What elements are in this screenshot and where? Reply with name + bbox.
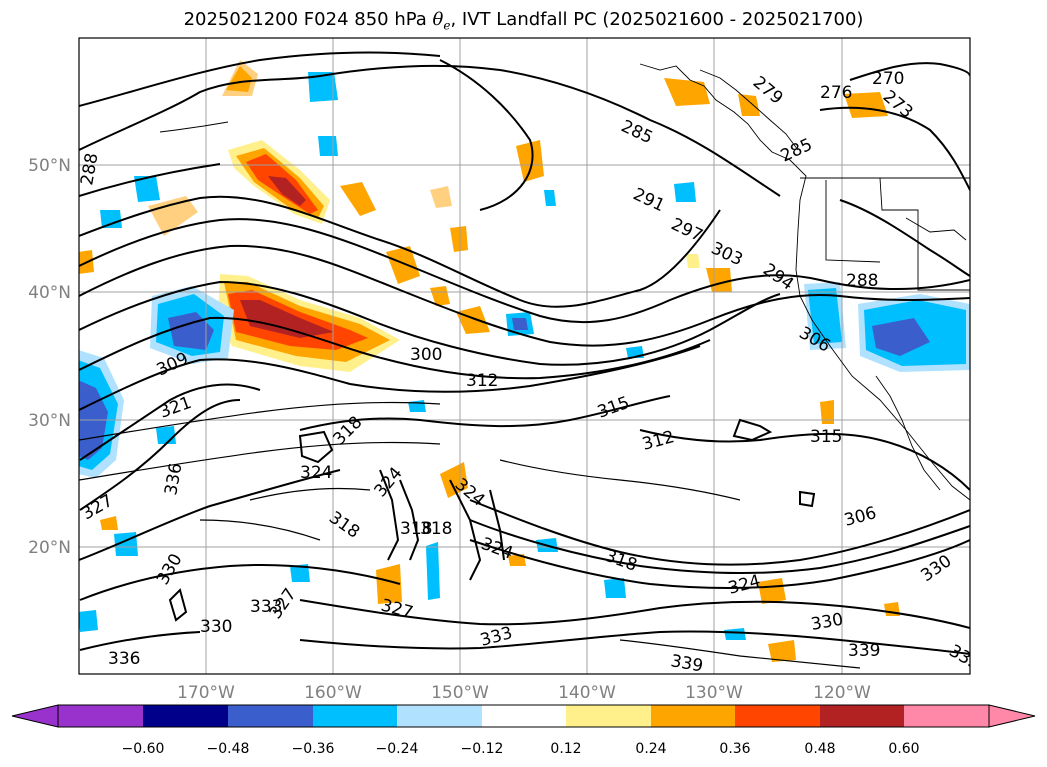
colorbar-tick-label: −0.48: [207, 741, 250, 757]
contour-label: 300: [410, 345, 442, 365]
map-title: 2025021200 F024 850 hPa θe, IVT Landfall…: [183, 9, 864, 33]
lon-label: 170°W: [177, 683, 235, 703]
colorbar-segment: [397, 705, 482, 727]
contour-label: 318: [400, 519, 432, 539]
colorbar-segment: [904, 705, 989, 727]
lat-label: 40°N: [28, 283, 71, 303]
lon-label: 160°W: [304, 683, 362, 703]
colorbar-segment: [58, 705, 143, 727]
contour-label: 297: [668, 214, 706, 246]
longitude-labels: 170°W 160°W 150°W 140°W 130°W 120°W: [177, 683, 871, 703]
contour-label: 285: [778, 135, 816, 167]
lat-label: 30°N: [28, 411, 71, 431]
contour-lines-thin: [79, 401, 861, 669]
lon-label: 140°W: [558, 683, 616, 703]
contour-label: 321: [157, 393, 194, 423]
colorbar-segment: [820, 705, 904, 727]
contour-label: 324: [478, 534, 515, 564]
contour-label: 285: [618, 116, 656, 148]
colorbar-tick-label: −0.60: [122, 741, 165, 757]
colorbar-extend-low: [11, 704, 59, 728]
contour-label: 330: [809, 610, 844, 635]
colorbar-tick-label: 0.24: [635, 741, 666, 757]
contour-label: 324: [300, 463, 332, 483]
colorbar-segment: [651, 705, 735, 727]
contour-label: 336: [161, 461, 186, 496]
contour-label: 273: [879, 87, 917, 123]
contour-label: 318: [325, 508, 363, 543]
colorbar-tick-label: −0.36: [292, 741, 335, 757]
colorbar-tick-label: −0.12: [461, 741, 504, 757]
contour-lines: [79, 51, 970, 655]
contour-label: 324: [371, 463, 407, 501]
contour-label: 330: [153, 550, 187, 588]
contour-label: 318: [420, 519, 452, 539]
colorbar-tick-label: 0.12: [550, 741, 581, 757]
lon-label: 130°W: [685, 683, 743, 703]
contour-label: 315: [810, 427, 842, 447]
contour-label: 288: [77, 151, 102, 186]
coastlines: [159, 63, 970, 501]
contour-label: 339: [669, 651, 704, 676]
contour-label: 318: [602, 546, 639, 576]
contour-label: 291: [630, 184, 668, 216]
colorbar-segment: [143, 705, 228, 727]
contour-label: 327: [379, 596, 416, 624]
contour-label: 336: [108, 649, 140, 669]
colorbar-tick-label: 0.36: [719, 741, 750, 757]
colorbar-segment: [228, 705, 313, 727]
map-frame: [78, 37, 971, 675]
colorbar-ticks: −0.60 −0.48 −0.36 −0.24 −0.12 0.12 0.24 …: [122, 741, 920, 757]
lon-label: 150°W: [431, 683, 489, 703]
contour-label: 327: [266, 585, 301, 623]
contour-label: 324: [726, 571, 763, 599]
lat-label: 50°N: [28, 156, 71, 176]
contour-label: 312: [466, 371, 498, 391]
colorbar-segment: [313, 705, 397, 727]
contour-label: 339: [848, 641, 880, 661]
contour-label: 333: [250, 597, 282, 617]
colorbar-segment: [566, 705, 651, 727]
colorbar-extend-high: [988, 704, 1036, 728]
contour-label: 270: [872, 69, 904, 89]
shading-layer: [79, 60, 970, 662]
colorbar-tick-label: 0.60: [888, 741, 919, 757]
contour-label: 315: [595, 393, 632, 423]
gridlines: [79, 38, 970, 674]
colorbar-segment: [735, 705, 820, 727]
colorbar-tick-label: 0.48: [804, 741, 835, 757]
contour-label: 333: [946, 641, 984, 675]
colorbar-tick-label: −0.24: [376, 741, 419, 757]
lat-label: 20°N: [28, 538, 71, 558]
latitude-labels: 50°N 40°N 30°N 20°N: [28, 156, 71, 558]
contour-label: 330: [200, 617, 232, 637]
contour-label: 306: [842, 503, 879, 531]
plot-area: 270 276 279 273 285 285 288 291 297 303 …: [77, 38, 984, 676]
colorbar-segment: [482, 705, 566, 727]
contour-label: 276: [820, 83, 852, 103]
contour-label: 288: [846, 271, 878, 291]
lon-label: 120°W: [813, 683, 871, 703]
contour-label: 294: [759, 260, 797, 295]
colorbar: −0.60 −0.48 −0.36 −0.24 −0.12 0.12 0.24 …: [11, 704, 1036, 757]
